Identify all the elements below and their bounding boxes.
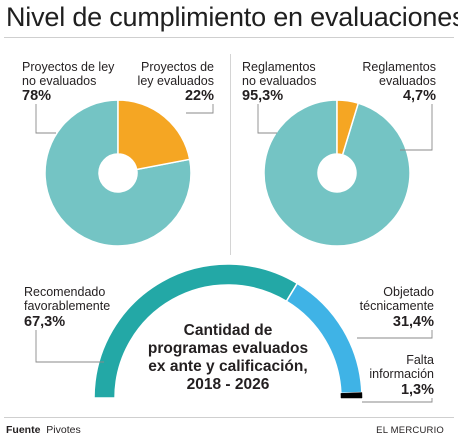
source-label: Fuente xyxy=(6,424,41,436)
value-falta-informacion: 1,3% xyxy=(400,382,434,398)
label-reglamentos-evaluados: Reglamentos evaluados xyxy=(362,60,436,88)
label-proyectos-no-evaluados: Proyectos de ley no evaluados xyxy=(22,60,115,88)
label-recomendado: Recomendado favorablemente xyxy=(24,285,111,313)
value-reglamentos-no-evaluados: 95,3% xyxy=(242,88,284,104)
semicircle-center-label: Cantidad de programas evaluados ex ante … xyxy=(147,322,309,393)
label-reglamentos-no-evaluados: Reglamentos no evaluados xyxy=(242,60,317,88)
pie2-slice-1 xyxy=(336,99,360,156)
label-objetado: Objetado técnicamente xyxy=(359,285,434,313)
leader-line-0 xyxy=(35,104,56,134)
pie-reglamentos xyxy=(263,99,411,247)
label-proyectos-evaluados: Proyectos de ley evaluados xyxy=(137,60,214,88)
leader-line-5 xyxy=(357,330,433,339)
semicircle-programas xyxy=(93,263,363,399)
value-reglamentos-evaluados: 4,7% xyxy=(402,88,436,104)
value-proyectos-no-evaluados: 78% xyxy=(22,88,52,104)
chart-title: Nivel de cumplimiento en evaluaciones xyxy=(6,2,458,32)
label-falta-informacion: Falta información xyxy=(369,353,434,381)
leader-line-3 xyxy=(400,104,433,151)
value-objetado: 31,4% xyxy=(392,314,434,330)
value-recomendado: 67,3% xyxy=(24,314,66,330)
leader-line-2 xyxy=(257,104,277,134)
leader-line-6 xyxy=(362,398,433,403)
pie1-slice-1 xyxy=(117,99,191,171)
column-divider xyxy=(230,54,231,255)
value-proyectos-evaluados: 22% xyxy=(184,88,214,104)
pie-proyectos-de-ley xyxy=(44,99,192,247)
brand: EL MERCURIO xyxy=(376,425,444,436)
source-note: Fuente Pivotes xyxy=(6,424,81,436)
footer-rule xyxy=(4,417,454,418)
pie2-slice-0 xyxy=(263,99,411,247)
leader-line-1 xyxy=(186,104,214,114)
semicircle-slice-2 xyxy=(340,392,363,399)
title-rule xyxy=(4,37,454,38)
source-value: Pivotes xyxy=(46,424,81,436)
leader-lines xyxy=(35,104,433,403)
leader-line-4 xyxy=(35,330,104,363)
pie1-slice-0 xyxy=(44,99,192,247)
